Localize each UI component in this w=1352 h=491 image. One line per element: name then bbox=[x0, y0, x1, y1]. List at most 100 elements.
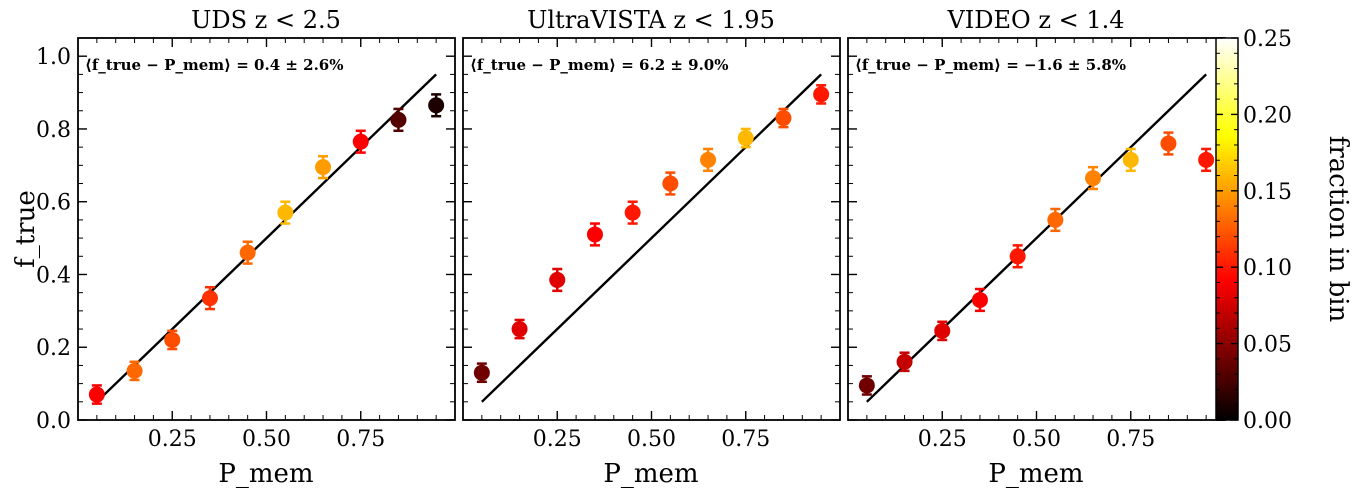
data-point bbox=[201, 285, 218, 311]
data-point bbox=[662, 171, 679, 196]
data-point bbox=[934, 320, 951, 342]
point-marker bbox=[239, 244, 256, 261]
y-tick-label: 0.8 bbox=[36, 118, 71, 143]
x-tick-label: 0.75 bbox=[721, 427, 770, 452]
plot-area: 0.25 0.50 0.75 0.0 0.2 0.4 0.6 0.8 1.0 bbox=[36, 37, 455, 452]
data-point bbox=[1085, 165, 1102, 191]
colorbar-label: fraction in bin bbox=[1323, 136, 1352, 323]
plot-frame bbox=[77, 37, 456, 421]
x-axis-label: P_mem bbox=[603, 459, 698, 489]
data-point bbox=[88, 384, 105, 405]
colorbar-ticks: 0.00 0.05 0.10 0.15 0.20 0.25 bbox=[1216, 27, 1292, 434]
data-point bbox=[315, 154, 332, 180]
point-marker bbox=[971, 291, 988, 308]
data-point bbox=[1122, 147, 1139, 173]
data-point bbox=[1198, 147, 1215, 173]
data-point bbox=[1009, 244, 1026, 269]
y-tick-label: 1.0 bbox=[36, 45, 71, 70]
plot-area: 0.25 0.50 0.75 bbox=[848, 37, 1225, 452]
x-tick-label: 0.50 bbox=[627, 427, 676, 452]
data-point bbox=[428, 93, 445, 118]
x-tick-label: 0.75 bbox=[336, 427, 385, 452]
point-marker bbox=[1198, 151, 1215, 168]
panel-title: VIDEO z < 1.4 bbox=[946, 6, 1124, 34]
point-marker bbox=[315, 159, 332, 176]
point-marker bbox=[473, 364, 490, 381]
colorbar: 0.00 0.05 0.10 0.15 0.20 0.25 fraction in bin bbox=[1215, 27, 1352, 434]
colorbar-tick-label: 0.05 bbox=[1243, 333, 1292, 358]
colorbar-tick-label: 0.25 bbox=[1243, 27, 1292, 52]
data-point bbox=[896, 351, 913, 373]
point-marker bbox=[126, 362, 143, 379]
colorbar-tick-label: 0.00 bbox=[1243, 409, 1292, 434]
x-tick-label: 0.50 bbox=[1012, 427, 1061, 452]
data-point bbox=[164, 329, 181, 351]
data-point bbox=[473, 362, 490, 384]
one-to-one-line bbox=[481, 73, 822, 403]
plot-frame bbox=[462, 37, 841, 421]
x-axis-label: P_mem bbox=[218, 459, 313, 489]
point-marker bbox=[164, 331, 181, 348]
point-marker bbox=[352, 133, 369, 150]
x-tick-label: 0.25 bbox=[533, 427, 582, 452]
panel-ultravista: UltraVISTA z < 1.95 0.25 0.50 0.75 ⟨f_true… bbox=[462, 6, 841, 489]
one-to-one-line bbox=[96, 73, 437, 403]
x-tick-label: 0.50 bbox=[242, 427, 291, 452]
x-tick-label: 0.25 bbox=[148, 427, 197, 452]
point-marker bbox=[1160, 135, 1177, 152]
data-point bbox=[737, 127, 754, 149]
point-marker bbox=[662, 175, 679, 192]
x-axis-label: P_mem bbox=[988, 459, 1083, 489]
point-marker bbox=[390, 111, 407, 128]
one-to-one-line bbox=[866, 73, 1207, 403]
data-point bbox=[239, 240, 256, 265]
data-point bbox=[858, 375, 875, 396]
data-point bbox=[813, 84, 830, 105]
colorbar-tick-label: 0.20 bbox=[1243, 103, 1292, 128]
panel-video: VIDEO z < 1.4 0.25 0.50 0.75 ⟨f_true − P_m… bbox=[847, 6, 1226, 489]
point-marker bbox=[586, 226, 603, 243]
data-point bbox=[586, 222, 603, 247]
point-marker bbox=[858, 377, 875, 394]
annotation: ⟨f_true − P_mem⟩ = 0.4 ± 2.6% bbox=[85, 56, 344, 74]
data-point bbox=[1160, 131, 1177, 156]
y-tick-label: 0.4 bbox=[36, 263, 71, 288]
data-point bbox=[390, 107, 407, 133]
panel-title: UltraVISTA z < 1.95 bbox=[527, 6, 775, 34]
data-point bbox=[511, 318, 528, 340]
point-marker bbox=[775, 110, 792, 127]
data-point bbox=[971, 287, 988, 313]
plot-area: 0.25 0.50 0.75 bbox=[463, 37, 840, 452]
point-marker bbox=[1085, 170, 1102, 187]
panel-uds: UDS z < 2.5 0.25 0.50 0.75 0.0 0.2 0.4 0.6 0.8 1… bbox=[11, 6, 456, 489]
y-tick-label: 0.2 bbox=[36, 336, 71, 361]
point-marker bbox=[1009, 248, 1026, 265]
point-marker bbox=[1047, 211, 1064, 228]
data-point bbox=[549, 267, 566, 293]
data-point bbox=[277, 200, 294, 225]
x-tick-label: 0.25 bbox=[918, 427, 967, 452]
annotation: ⟨f_true − P_mem⟩ = −1.6 ± 5.8% bbox=[855, 56, 1126, 74]
point-marker bbox=[428, 97, 445, 114]
point-marker bbox=[549, 271, 566, 288]
point-marker bbox=[896, 353, 913, 370]
annotation: ⟨f_true − P_mem⟩ = 6.2 ± 9.0% bbox=[470, 56, 729, 74]
colorbar-gradient bbox=[1215, 37, 1239, 421]
point-marker bbox=[88, 386, 105, 403]
data-point bbox=[700, 147, 717, 173]
data-point bbox=[352, 129, 369, 154]
point-marker bbox=[934, 322, 951, 339]
data-point bbox=[775, 107, 792, 129]
x-tick-label: 0.75 bbox=[1106, 427, 1155, 452]
point-marker bbox=[511, 321, 528, 338]
data-point bbox=[126, 360, 143, 382]
y-tick-label: 0.0 bbox=[36, 409, 71, 434]
y-axis-label: f_true bbox=[11, 190, 41, 268]
y-tick-label: 0.6 bbox=[36, 191, 71, 216]
point-marker bbox=[737, 130, 754, 147]
point-marker bbox=[1122, 151, 1139, 168]
point-marker bbox=[813, 86, 830, 103]
point-marker bbox=[700, 151, 717, 168]
colorbar-tick-label: 0.10 bbox=[1243, 256, 1292, 281]
